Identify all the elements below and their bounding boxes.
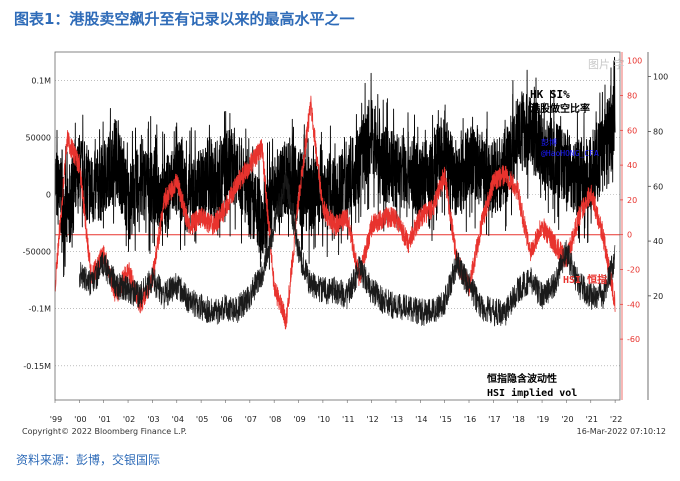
left-axis-tick-label: 50000	[26, 134, 51, 143]
red-axis-tick-label: 0	[627, 231, 632, 240]
x-axis-tick-label: '02	[123, 415, 135, 424]
x-axis-tick-label: '16	[464, 415, 476, 424]
timestamp: 16-Mar-2022 07:10:12	[576, 427, 666, 436]
x-axis-tick-label: '09	[293, 415, 305, 424]
label-hsi: HSI 恒指	[563, 273, 607, 286]
right-axis-tick-label: 20	[653, 292, 663, 301]
x-axis-tick-label: '18	[513, 415, 525, 424]
label-handle: @HaoHONG_CFA	[541, 149, 599, 158]
x-axis-tick-label: '17	[488, 415, 500, 424]
label-implied-vol-cn: 恒指隐含波动性	[487, 372, 557, 385]
x-axis-tick-label: '99	[50, 415, 62, 424]
right-axis-tick-label: 100	[653, 73, 668, 82]
label-implied-vol: HSI implied vol	[487, 387, 577, 399]
right-axis-tick-label: 60	[653, 182, 663, 191]
red-axis-tick-label: -40	[627, 300, 640, 309]
red-axis-tick-label: -20	[627, 266, 640, 275]
red-axis-tick-label: 40	[627, 161, 637, 170]
x-axis-tick-label: '05	[196, 415, 208, 424]
x-axis-tick-label: '00	[74, 415, 86, 424]
left-axis-tick-label: -50000	[23, 248, 51, 257]
series-line-1	[54, 56, 616, 278]
label-hk-si: HK SI%	[530, 88, 570, 101]
left-axis-tick-label: 0.1M	[31, 77, 51, 86]
red-axis-tick-label: 60	[627, 126, 637, 135]
series-line-3	[79, 170, 616, 327]
label-hk-si-cn: 港股做空比率	[530, 102, 590, 115]
red-axis-tick-label: 100	[627, 57, 642, 66]
red-axis-tick-label: -60	[627, 335, 640, 344]
label-bloomberg-cn: 彭博	[541, 137, 557, 147]
x-axis-tick-label: '03	[147, 415, 159, 424]
copyright-note: Copyright© 2022 Bloomberg Finance L.P.	[22, 427, 187, 436]
x-axis-tick-label: '07	[245, 415, 257, 424]
x-axis-tick-label: '01	[99, 415, 111, 424]
right-axis-tick-label: 40	[653, 237, 663, 246]
x-axis-tick-label: '04	[172, 415, 184, 424]
x-axis-tick-label: '14	[415, 415, 427, 424]
chart-title: 图表1：港股卖空飙升至有记录以来的最高水平之一	[14, 10, 355, 28]
plot-frame-rect	[54, 51, 621, 401]
x-axis-tick-label: '11	[342, 415, 354, 424]
x-axis-tick-label: '06	[220, 415, 232, 424]
axis-ticks: 0.1M 50000 0 -50000 -0.1M -0.15M '99 '00 '01 '02 '…	[23, 52, 668, 424]
x-axis-tick-label: '13	[391, 415, 403, 424]
left-axis-tick-label: -0.1M	[28, 305, 51, 314]
x-axis-tick-label: '12	[366, 415, 378, 424]
x-axis-tick-label: '10	[318, 415, 330, 424]
x-axis-tick-label: '19	[537, 415, 549, 424]
x-axis-tick-label: '21	[586, 415, 598, 424]
left-axis-tick-label: -0.15M	[23, 362, 51, 371]
x-axis-tick-label: '08	[269, 415, 281, 424]
watermark: 图片 字	[588, 57, 625, 71]
right-axis-tick-label: 80	[653, 127, 663, 136]
plot-frame	[54, 51, 621, 401]
series-lines	[54, 56, 616, 330]
red-axis-tick-label: 20	[627, 196, 637, 205]
x-axis-tick-label: '15	[439, 415, 451, 424]
source-note: 资料来源：彭博，交银国际	[16, 453, 161, 467]
x-axis-tick-label: '20	[561, 415, 573, 424]
left-axis-tick-label: 0	[46, 191, 51, 200]
red-axis-tick-label: 80	[627, 92, 637, 101]
x-axis-tick-label: '22	[610, 415, 622, 424]
